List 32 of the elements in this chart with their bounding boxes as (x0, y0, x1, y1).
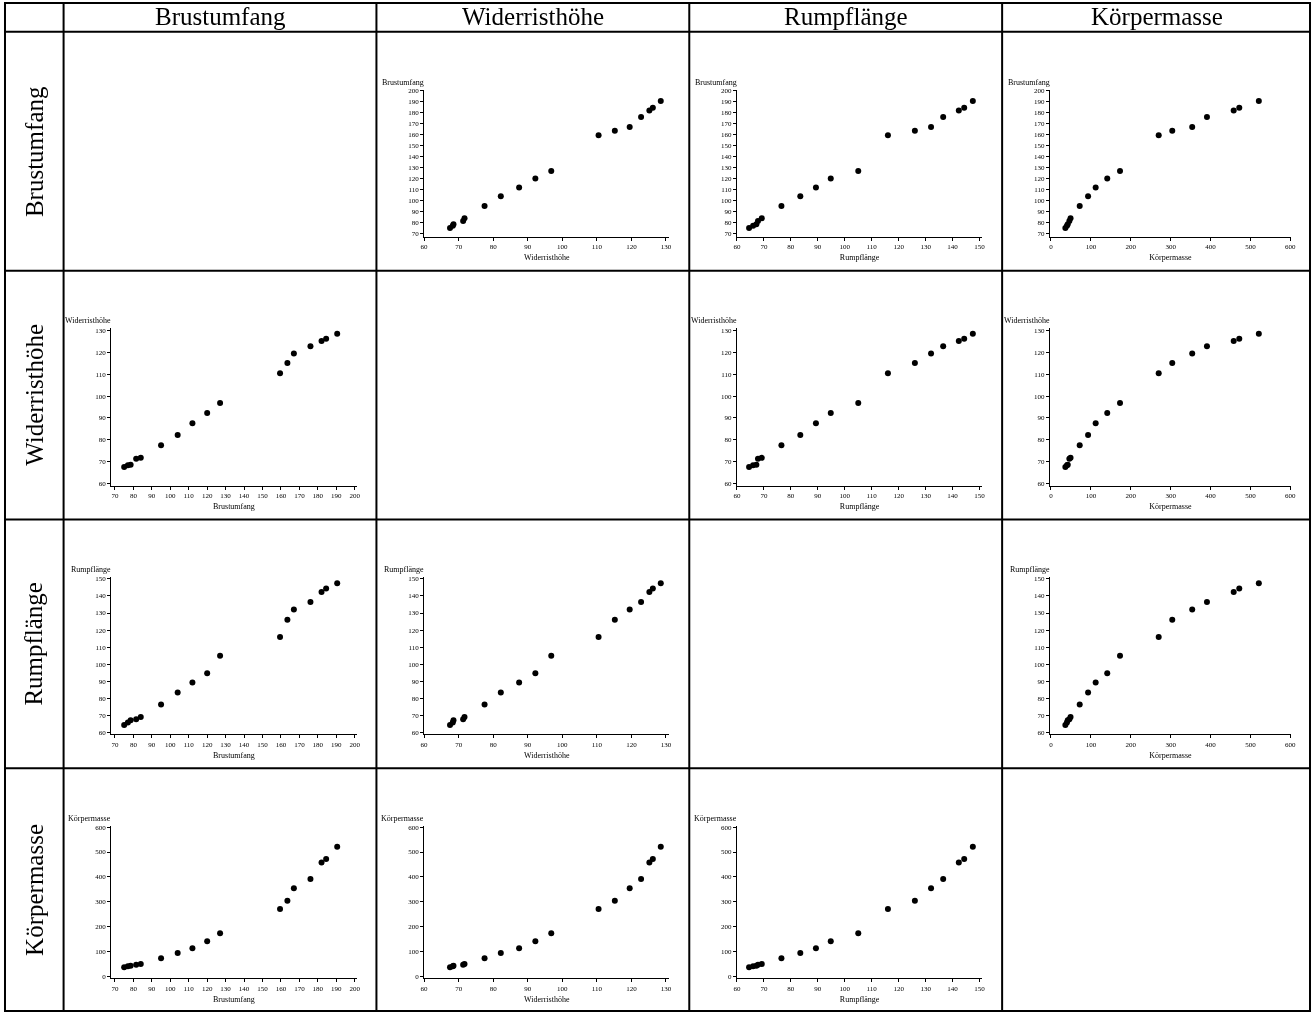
y-axis-title: Rumpflänge (1010, 565, 1050, 574)
x-axis-title: Körpermasse (1149, 253, 1193, 263)
y-axis-title: Körpermasse (381, 814, 424, 823)
y-axis-title: Widerristhöhe (1004, 316, 1050, 325)
text: Brustumfang (155, 3, 287, 30)
text: Brustumfang (20, 86, 48, 218)
x-axis-title: Rumpflänge (839, 994, 880, 1004)
y-axis-title: Rumpflänge (384, 565, 424, 574)
x-axis-title: Rumpflänge (839, 253, 880, 263)
x-axis-title: Körpermasse (1149, 750, 1193, 760)
y-axis-title: Widerristhöhe (691, 316, 737, 325)
x-axis-title: Brustumfang (213, 994, 255, 1004)
y-axis-title: Brustumfang (1008, 78, 1050, 87)
text: Körpermasse (20, 823, 48, 956)
text: Körpermasse (1091, 3, 1223, 30)
x-axis-title: Widerristhöhe (524, 994, 570, 1004)
x-axis-title: Brustumfang (213, 502, 255, 512)
text: Widerristhöhe (462, 3, 605, 30)
y-axis-title: Widerristhöhe (65, 316, 111, 325)
x-axis-title: Widerristhöhe (524, 253, 570, 263)
text: Rumpflänge (784, 3, 908, 30)
text: Widerristhöhe (20, 323, 48, 466)
y-axis-title: Körpermasse (68, 814, 111, 823)
text: Rumpflänge (19, 582, 47, 706)
y-axis-title: Brustumfang (695, 78, 737, 87)
y-axis-title: Körpermasse (694, 814, 737, 823)
x-axis-title: Körpermasse (1149, 502, 1193, 512)
x-axis-title: Rumpflänge (839, 502, 880, 512)
x-axis-title: Widerristhöhe (524, 750, 570, 760)
x-axis-title: Brustumfang (213, 750, 255, 760)
y-axis-title: Rumpflänge (71, 565, 111, 574)
y-axis-title: Brustumfang (382, 78, 424, 87)
